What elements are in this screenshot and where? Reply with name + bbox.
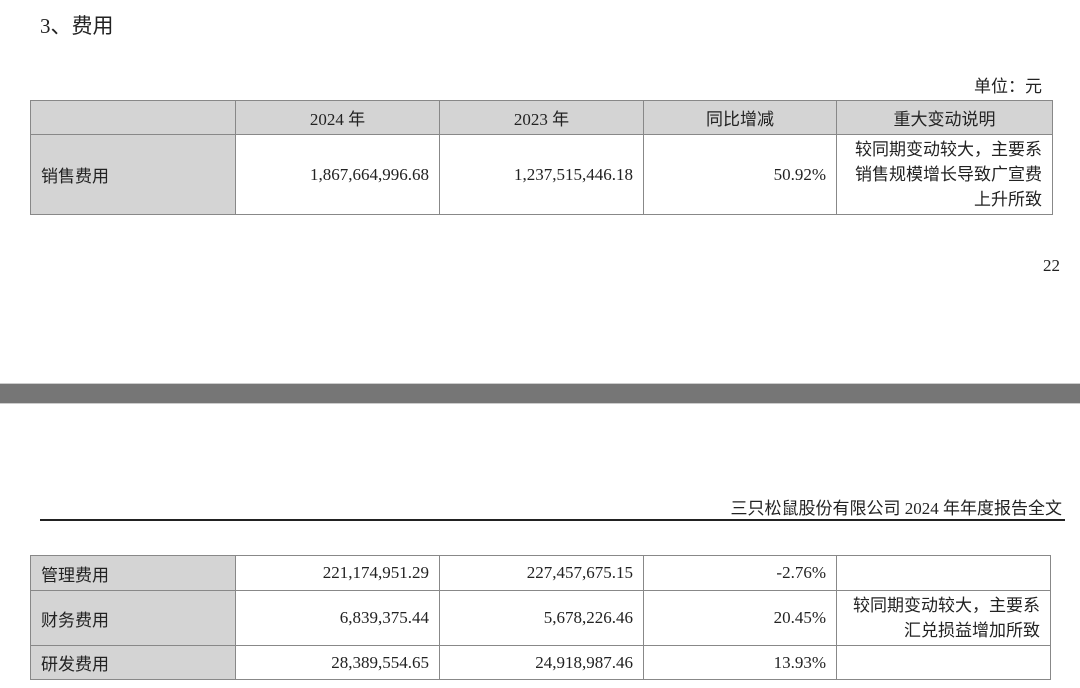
value-2023: 1,237,515,446.18 bbox=[439, 134, 644, 215]
table-header-row: 2024 年 2023 年 同比增减 重大变动说明 bbox=[30, 100, 1053, 135]
yoy-change: 50.92% bbox=[643, 134, 837, 215]
table-row: 研发费用 28,389,554.65 24,918,987.46 13.93% bbox=[30, 645, 1051, 680]
yoy-change: 20.45% bbox=[643, 590, 837, 646]
row-label: 研发费用 bbox=[30, 645, 236, 680]
change-note: 较同期变动较大，主要系汇兑损益增加所致 bbox=[836, 590, 1051, 646]
unit-label: 单位：元 bbox=[974, 77, 1042, 96]
table-row: 财务费用 6,839,375.44 5,678,226.46 20.45% 较同… bbox=[30, 590, 1051, 646]
expense-table-top: 2024 年 2023 年 同比增减 重大变动说明 销售费用 1,867,664… bbox=[30, 100, 1053, 215]
row-label: 管理费用 bbox=[30, 555, 236, 591]
page-number: 22 bbox=[1043, 256, 1060, 275]
change-note bbox=[836, 645, 1051, 680]
change-note bbox=[836, 555, 1051, 591]
table-row: 管理费用 221,174,951.29 227,457,675.15 -2.76… bbox=[30, 555, 1051, 591]
value-2023: 227,457,675.15 bbox=[439, 555, 644, 591]
header-rule bbox=[40, 519, 1065, 521]
value-2024: 28,389,554.65 bbox=[235, 645, 440, 680]
report-header-text: 三只松鼠股份有限公司 2024 年年度报告全文 bbox=[730, 499, 1063, 518]
expense-table-continued: 管理费用 221,174,951.29 227,457,675.15 -2.76… bbox=[30, 555, 1051, 680]
change-note: 较同期变动较大，主要系销售规模增长导致广宣费上升所致 bbox=[836, 134, 1053, 215]
value-2023: 24,918,987.46 bbox=[439, 645, 644, 680]
header-cell: 2023 年 bbox=[439, 100, 644, 135]
yoy-change: 13.93% bbox=[643, 645, 837, 680]
value-2024: 221,174,951.29 bbox=[235, 555, 440, 591]
value-2024: 1,867,664,996.68 bbox=[235, 134, 440, 215]
page-separator bbox=[0, 383, 1080, 404]
header-cell bbox=[30, 100, 236, 135]
header-cell: 同比增减 bbox=[643, 100, 837, 135]
row-label: 销售费用 bbox=[30, 134, 236, 215]
value-2023: 5,678,226.46 bbox=[439, 590, 644, 646]
section-title: 3、费用 bbox=[40, 14, 114, 38]
header-cell: 重大变动说明 bbox=[836, 100, 1053, 135]
header-cell: 2024 年 bbox=[235, 100, 440, 135]
row-label: 财务费用 bbox=[30, 590, 236, 646]
yoy-change: -2.76% bbox=[643, 555, 837, 591]
value-2024: 6,839,375.44 bbox=[235, 590, 440, 646]
table-row: 销售费用 1,867,664,996.68 1,237,515,446.18 5… bbox=[30, 134, 1053, 215]
